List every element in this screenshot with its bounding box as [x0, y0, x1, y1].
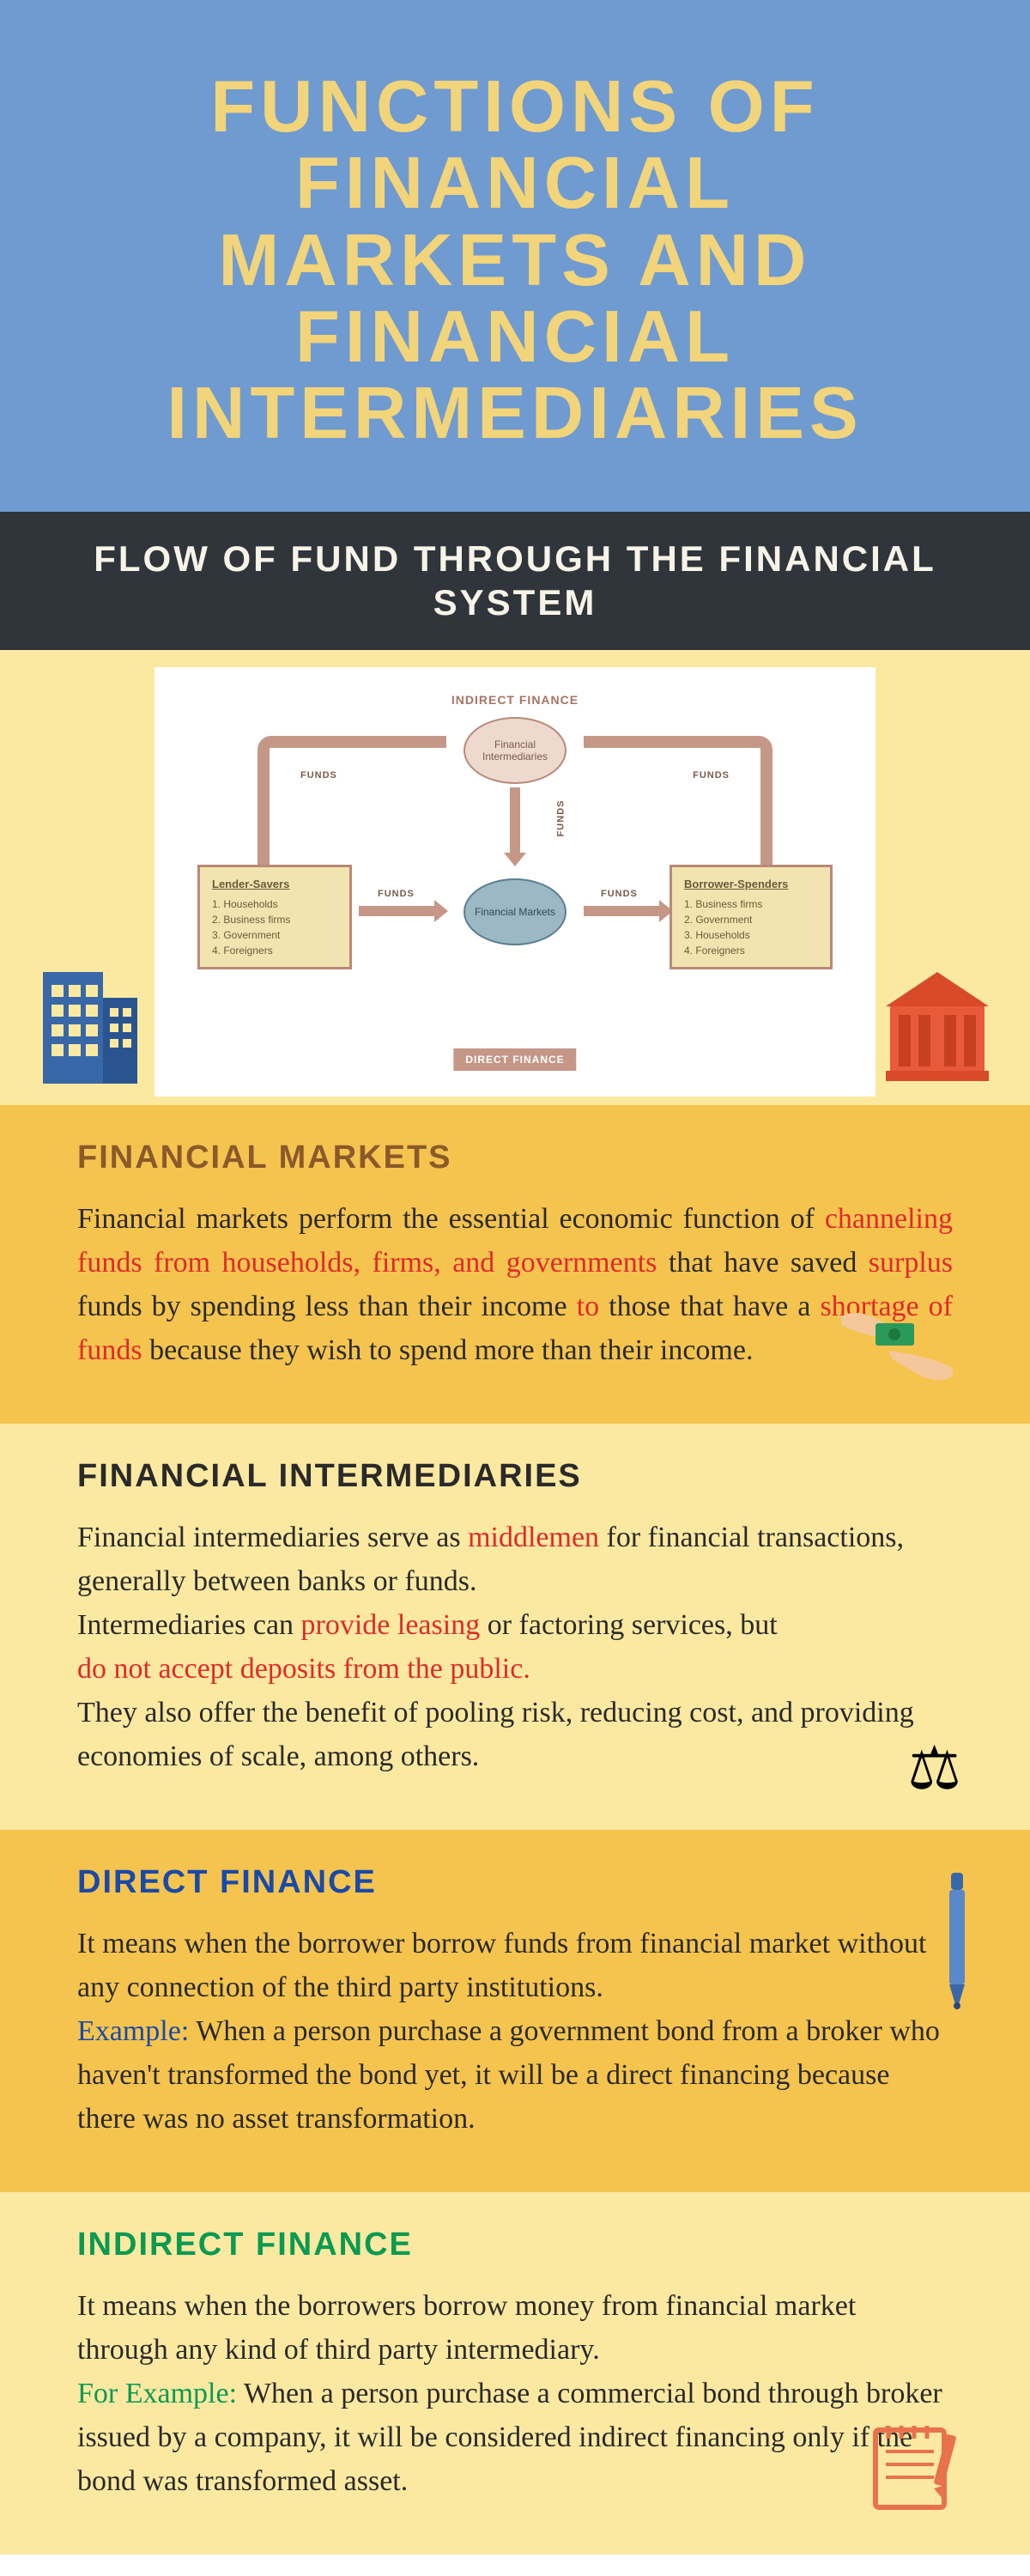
bank-icon: [877, 972, 997, 1088]
building-icon: [34, 955, 146, 1088]
list-item: 4. Foreigners: [684, 943, 818, 958]
funds-label: FUNDS: [300, 770, 337, 781]
flow-diagram: INDIRECT FINANCE FUNDS FUNDS Financial I…: [154, 667, 876, 1097]
header: FUNCTIONS OF FINANCIAL MARKETS AND FINAN…: [0, 0, 1030, 512]
pen-icon: [936, 1864, 978, 2023]
section-title: INDIRECT FINANCE: [77, 2227, 953, 2263]
section-indirect-finance: INDIRECT FINANCE It means when the borro…: [0, 2192, 1030, 2555]
node-markets: Financial Markets: [464, 878, 566, 945]
notepad-icon: [867, 2413, 970, 2520]
list-item: 2. Government: [684, 912, 818, 927]
list-item: 1. Households: [212, 896, 337, 912]
section-title: FINANCIAL MARKETS: [77, 1139, 953, 1176]
list-item: 3. Households: [684, 927, 818, 943]
node-borrowers: Borrower-Spenders 1. Business firms 2. G…: [670, 865, 833, 969]
box-title: Lender-Savers: [212, 876, 337, 893]
funds-label: FUNDS: [378, 889, 415, 899]
infographic-container: FUNCTIONS OF FINANCIAL MARKETS AND FINAN…: [0, 0, 1030, 2555]
section-title: DIRECT FINANCE: [77, 1864, 953, 1901]
diagram-top-label: INDIRECT FINANCE: [197, 693, 833, 707]
section-text: Financial intermediaries serve as middle…: [77, 1516, 953, 1778]
section-text: It means when the borrower borrow funds …: [77, 1922, 953, 2141]
arrow-vertical: [510, 787, 520, 854]
funds-label: FUNDS: [555, 800, 566, 837]
subheader-title: FLOW OF FUND THROUGH THE FINANCIAL SYSTE…: [86, 538, 944, 624]
list-item: 4. Foreigners: [212, 943, 337, 958]
list-item: 2. Business firms: [212, 912, 337, 927]
diagram-section: INDIRECT FINANCE FUNDS FUNDS Financial I…: [0, 650, 1030, 1105]
section-intermediaries: FINANCIAL INTERMEDIARIES Financial inter…: [0, 1424, 1030, 1830]
subheader: FLOW OF FUND THROUGH THE FINANCIAL SYSTE…: [0, 512, 1030, 650]
node-lenders: Lender-Savers 1. Households 2. Business …: [197, 865, 352, 969]
main-title: FUNCTIONS OF FINANCIAL MARKETS AND FINAN…: [86, 69, 944, 452]
section-title: FINANCIAL INTERMEDIARIES: [77, 1458, 953, 1495]
node-label: Financial Intermediaries: [465, 738, 565, 763]
box-title: Borrower-Spenders: [684, 876, 818, 893]
diagram-bottom-label: DIRECT FINANCE: [453, 1048, 576, 1071]
arrow-lm: [359, 906, 436, 916]
section-direct-finance: DIRECT FINANCE It means when the borrowe…: [0, 1830, 1030, 2192]
funds-label: FUNDS: [601, 889, 638, 899]
funds-label: FUNDS: [693, 770, 730, 781]
node-intermediaries: Financial Intermediaries: [464, 717, 566, 784]
node-label: Financial Markets: [475, 906, 555, 918]
arrow-mr: [584, 906, 661, 916]
money-exchange-icon: [833, 1299, 961, 1398]
arrow-left-up: [258, 736, 446, 873]
list-item: 3. Government: [212, 927, 337, 943]
section-financial-markets: FINANCIAL MARKETS Financial markets perf…: [0, 1105, 1030, 1424]
arrow-right-down: [584, 736, 772, 873]
section-text: Financial markets perform the essential …: [77, 1197, 953, 1372]
list-item: 1. Business firms: [684, 896, 818, 912]
scale-icon: ⚖: [907, 1733, 961, 1804]
section-text: It means when the borrowers borrow money…: [77, 2284, 953, 2503]
